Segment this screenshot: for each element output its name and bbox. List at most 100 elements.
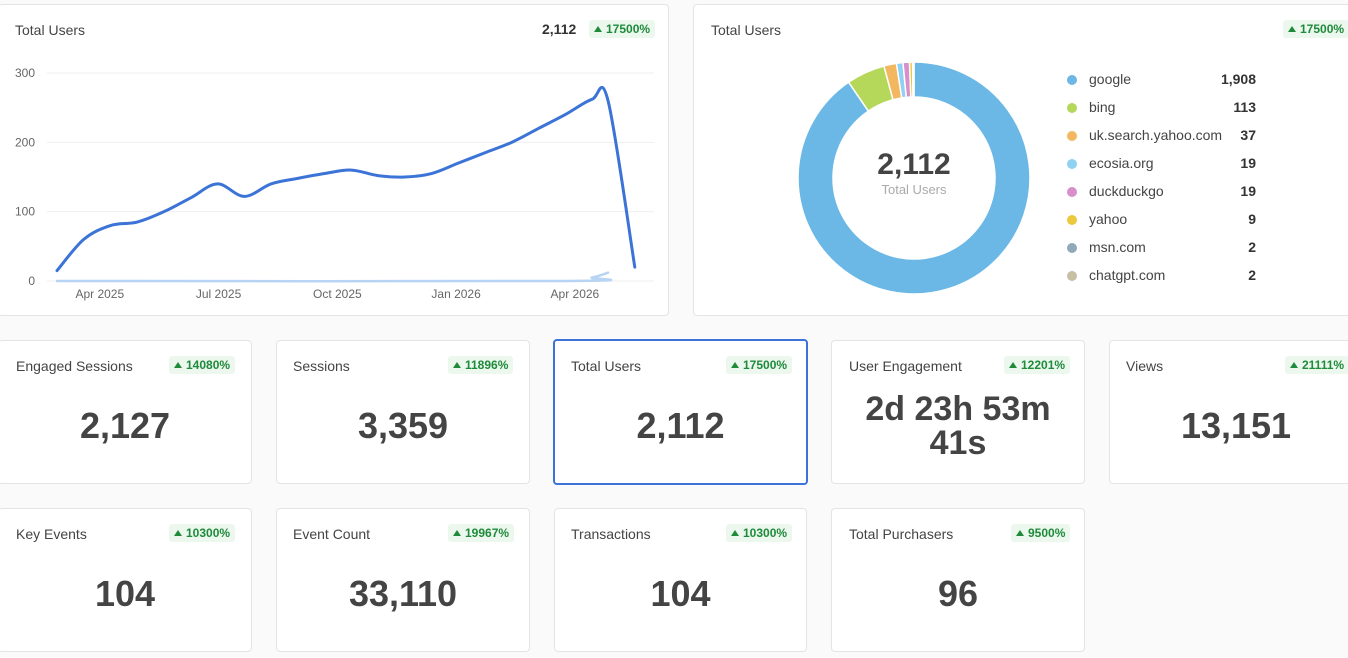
change-text: 17500% <box>1300 22 1345 36</box>
legend-dot-icon <box>1067 187 1077 197</box>
change-text: 12201% <box>1021 358 1066 372</box>
metric-title: Sessions <box>293 358 350 374</box>
y-tick-label: 0 <box>28 274 35 288</box>
y-tick-label: 300 <box>15 66 35 80</box>
metric-title: Engaged Sessions <box>16 358 133 374</box>
legend-label: bing <box>1089 99 1116 115</box>
up-arrow-icon <box>174 362 182 368</box>
legend-dot-icon <box>1067 131 1077 141</box>
card-title: Total Users <box>711 22 782 38</box>
metric-value: 104 <box>650 573 711 614</box>
change-badge: 10300% <box>169 524 236 542</box>
up-arrow-icon <box>453 362 461 368</box>
legend-item[interactable]: chatgpt.com 2 <box>1066 266 1256 294</box>
y-tick-label: 200 <box>15 135 35 149</box>
legend-item[interactable]: duckduckgo 19 <box>1066 182 1256 210</box>
donut-slice[interactable] <box>912 61 915 98</box>
legend-value: 113 <box>1233 99 1256 115</box>
up-arrow-icon <box>731 362 739 368</box>
legend-value: 37 <box>1240 127 1256 143</box>
legend-dot-icon <box>1067 103 1077 113</box>
change-badge: 17500% <box>1283 20 1348 38</box>
donut-legend: google 1,908 bing 113 uk.search.yahoo.com 37 e… <box>1066 70 1256 294</box>
legend-dot-icon <box>1067 271 1077 281</box>
donut-chart <box>797 61 1031 295</box>
legend-dot-icon <box>1067 243 1077 253</box>
legend-label: ecosia.org <box>1089 155 1154 171</box>
metric-title: Event Count <box>293 526 371 542</box>
change-badge: 11896% <box>448 356 514 374</box>
change-text: 10300% <box>186 526 231 540</box>
change-text: 21111% <box>1302 358 1345 372</box>
legend-dot-icon <box>1067 75 1077 85</box>
metric-value: 33,110 <box>348 573 458 614</box>
metric-card-engaged-sessions[interactable]: Engaged Sessions 14080% 2,127 <box>0 340 252 484</box>
legend-item[interactable]: ecosia.org 19 <box>1066 154 1256 182</box>
metric-title: Total Purchasers <box>849 526 954 542</box>
metric-card-total-purchasers[interactable]: Total Purchasers 9500% 96 <box>831 508 1085 652</box>
up-arrow-icon <box>594 26 602 32</box>
change-badge: 17500% <box>726 356 793 374</box>
metric-card-event-count[interactable]: Event Count 19967% 33,110 <box>276 508 530 652</box>
metric-card-sessions[interactable]: Sessions 11896% 3,359 <box>276 340 530 484</box>
change-text: 9500% <box>1028 526 1066 540</box>
x-tick-label: Jul 2025 <box>196 287 242 301</box>
legend-item[interactable]: yahoo 9 <box>1066 210 1256 238</box>
metric-title: Total Users <box>571 358 642 374</box>
up-arrow-icon <box>453 530 461 536</box>
up-arrow-icon <box>1288 26 1296 32</box>
x-tick-label: Apr 2026 <box>551 287 600 301</box>
up-arrow-icon <box>1290 362 1298 368</box>
metric-value: 96 <box>937 573 979 614</box>
legend-dot-icon <box>1067 159 1077 169</box>
change-badge: 12201% <box>1004 356 1071 374</box>
donut-center: 2,112 Total Users <box>834 148 994 198</box>
legend-item[interactable]: uk.search.yahoo.com 37 <box>1066 126 1256 154</box>
metric-title: User Engagement <box>849 358 962 374</box>
metric-value-line-2: 41s <box>929 424 987 462</box>
legend-item[interactable]: msn.com 2 <box>1066 238 1256 266</box>
metric-card-key-events[interactable]: Key Events 10300% 104 <box>0 508 252 652</box>
card-title: Total Users <box>15 22 86 38</box>
metric-title: Key Events <box>16 526 87 542</box>
up-arrow-icon <box>731 530 739 536</box>
metric-card-user-engagement[interactable]: User Engagement 12201% 2d 23h 53m 41s <box>831 340 1085 484</box>
total-users-value: 2,112 <box>542 21 577 37</box>
change-badge: 14080% <box>169 356 236 374</box>
legend-item[interactable]: google 1,908 <box>1066 70 1256 98</box>
change-badge: 17500% <box>589 20 656 38</box>
legend-value: 1,908 <box>1220 71 1256 87</box>
legend-label: uk.search.yahoo.com <box>1089 127 1223 143</box>
legend-item[interactable]: bing 113 <box>1066 98 1256 126</box>
legend-value: 9 <box>1248 211 1256 227</box>
legend-label: msn.com <box>1089 239 1146 255</box>
legend-label: duckduckgo <box>1089 183 1164 199</box>
x-tick-label: Jan 2026 <box>431 287 481 301</box>
legend-label: yahoo <box>1089 211 1128 227</box>
donut-center-value: 2,112 <box>877 148 951 181</box>
series-line <box>55 271 613 283</box>
donut-center-label: Total Users <box>881 182 947 197</box>
change-text: 10300% <box>743 526 788 540</box>
metric-value: 104 <box>94 573 156 614</box>
up-arrow-icon <box>1009 362 1017 368</box>
metric-title: Transactions <box>571 526 651 542</box>
change-badge: 19967% <box>448 524 515 542</box>
change-text: 17500% <box>606 22 651 36</box>
legend-label: google <box>1089 71 1132 87</box>
change-text: 11896% <box>465 358 509 372</box>
donut-slice[interactable] <box>797 61 1031 295</box>
x-tick-label: Apr 2025 <box>75 287 124 301</box>
metric-card-views[interactable]: Views 21111% 13,151 <box>1109 340 1348 484</box>
legend-value: 19 <box>1240 155 1256 171</box>
series-line <box>55 85 637 273</box>
line-chart: 0 100 200 300 Apr 2025 Jul 2025 Oct 2025 Jan 20… <box>15 66 654 301</box>
metric-card-transactions[interactable]: Transactions 10300% 104 <box>554 508 807 652</box>
metric-card-total-users[interactable]: Total Users 17500% 2,112 <box>553 339 808 485</box>
metric-value: 2,112 <box>636 405 725 446</box>
up-arrow-icon <box>174 530 182 536</box>
total-users-line-card: Total Users 2,112 17500% 0 100 200 300 Apr 2… <box>0 4 669 316</box>
legend-value: 2 <box>1248 267 1256 283</box>
change-text: 17500% <box>743 358 788 372</box>
metric-title: Views <box>1126 358 1164 374</box>
